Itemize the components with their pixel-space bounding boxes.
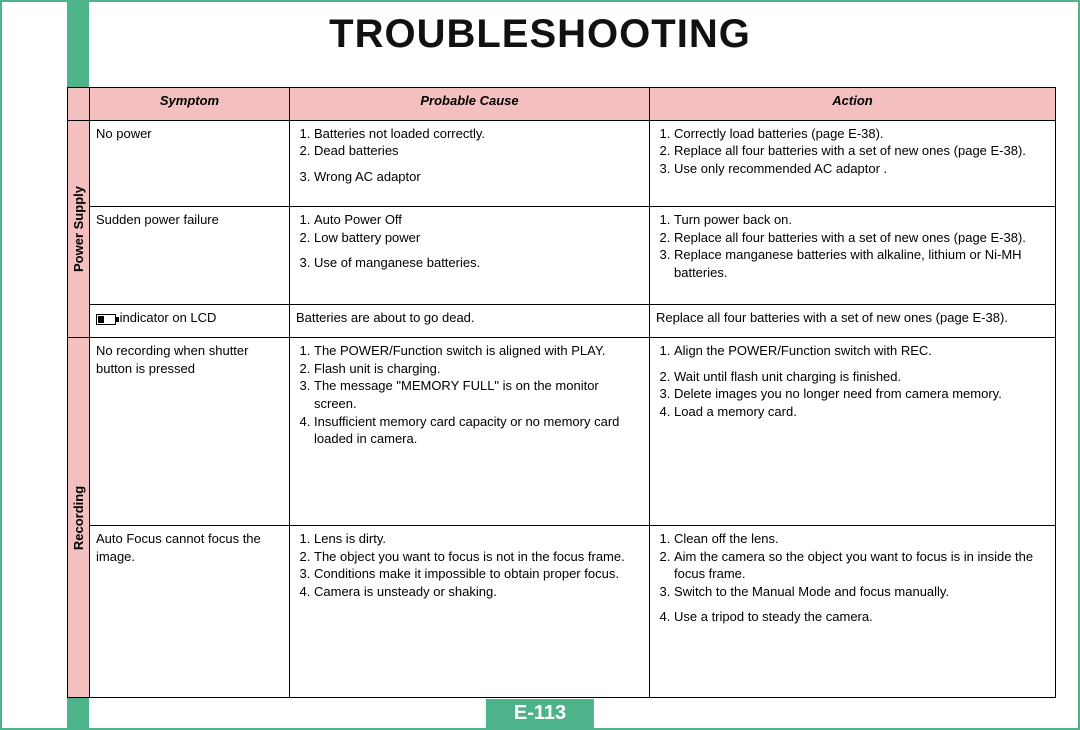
cause-item: Insufficient memory card capacity or no … xyxy=(314,413,643,448)
troubleshooting-table: Symptom Probable Cause Action Power Supp… xyxy=(67,87,1056,698)
symptom-cell: No recording when shutter button is pres… xyxy=(90,338,290,526)
cause-cell: The POWER/Function switch is aligned wit… xyxy=(290,338,650,526)
action-item: Use a tripod to steady the camera. xyxy=(674,608,1049,626)
category-cell-power-supply: Power Supply xyxy=(68,120,90,337)
action-item: Switch to the Manual Mode and focus manu… xyxy=(674,583,1049,601)
action-item: Wait until flash unit charging is finish… xyxy=(674,368,1049,386)
header-cause: Probable Cause xyxy=(290,88,650,121)
action-cell: Turn power back on. Replace all four bat… xyxy=(650,207,1056,305)
cause-item: Low battery power xyxy=(314,229,643,247)
content-area: Symptom Probable Cause Action Power Supp… xyxy=(67,87,1056,698)
cause-item: Camera is unsteady or shaking. xyxy=(314,583,643,601)
header-category-blank xyxy=(68,88,90,121)
symptom-cell: Sudden power failure xyxy=(90,207,290,305)
header-action: Action xyxy=(650,88,1056,121)
category-label: Recording xyxy=(70,486,88,550)
action-item: Turn power back on. xyxy=(674,211,1049,229)
action-item: Correctly load batteries (page E-38). xyxy=(674,125,1049,143)
page-number: E-113 xyxy=(486,699,594,728)
cause-cell: Auto Power Off Low battery power Use of … xyxy=(290,207,650,305)
cause-item: Lens is dirty. xyxy=(314,530,643,548)
symptom-cell: indicator on LCD xyxy=(90,305,290,338)
action-item: Replace all four batteries with a set of… xyxy=(674,142,1049,160)
cause-item: Conditions make it impossible to obtain … xyxy=(314,565,643,583)
cause-item: Wrong AC adaptor xyxy=(314,168,643,186)
cause-item: Auto Power Off xyxy=(314,211,643,229)
action-item: Delete images you no longer need from ca… xyxy=(674,385,1049,403)
table-row: Power Supply No power Batteries not load… xyxy=(68,120,1056,206)
action-item: Load a memory card. xyxy=(674,403,1049,421)
cause-item: The object you want to focus is not in t… xyxy=(314,548,643,566)
table-row: Sudden power failure Auto Power Off Low … xyxy=(68,207,1056,305)
table-row: indicator on LCD Batteries are about to … xyxy=(68,305,1056,338)
action-cell: Correctly load batteries (page E-38). Re… xyxy=(650,120,1056,206)
cause-item: Dead batteries xyxy=(314,142,643,160)
action-item: Replace manganese batteries with alkalin… xyxy=(674,246,1049,281)
cause-cell: Lens is dirty. The object you want to fo… xyxy=(290,525,650,697)
cause-item: Batteries not loaded correctly. xyxy=(314,125,643,143)
action-cell: Clean off the lens. Aim the camera so th… xyxy=(650,525,1056,697)
header-symptom: Symptom xyxy=(90,88,290,121)
symptom-cell: No power xyxy=(90,120,290,206)
cause-item: Flash unit is charging. xyxy=(314,360,643,378)
table-row: Recording No recording when shutter butt… xyxy=(68,338,1056,526)
cause-item: The message "MEMORY FULL" is on the moni… xyxy=(314,377,643,412)
cause-cell: Batteries not loaded correctly. Dead bat… xyxy=(290,120,650,206)
cause-item: The POWER/Function switch is aligned wit… xyxy=(314,342,643,360)
action-item: Align the POWER/Function switch with REC… xyxy=(674,342,1049,360)
cause-item: Use of manganese batteries. xyxy=(314,254,643,272)
symptom-text: indicator on LCD xyxy=(116,310,216,325)
symptom-cell: Auto Focus cannot focus the image. xyxy=(90,525,290,697)
action-item: Use only recommended AC adaptor . xyxy=(674,160,1049,178)
table-row: Auto Focus cannot focus the image. Lens … xyxy=(68,525,1056,697)
action-item: Replace all four batteries with a set of… xyxy=(674,229,1049,247)
action-cell: Replace all four batteries with a set of… xyxy=(650,305,1056,338)
category-label: Power Supply xyxy=(70,186,88,272)
action-cell: Align the POWER/Function switch with REC… xyxy=(650,338,1056,526)
category-cell-recording: Recording xyxy=(68,338,90,698)
page-title: TROUBLESHOOTING xyxy=(2,12,1078,57)
table-header-row: Symptom Probable Cause Action xyxy=(68,88,1056,121)
action-item: Aim the camera so the object you want to… xyxy=(674,548,1049,583)
battery-low-icon xyxy=(96,314,116,325)
cause-cell: Batteries are about to go dead. xyxy=(290,305,650,338)
action-item: Clean off the lens. xyxy=(674,530,1049,548)
page-frame: TROUBLESHOOTING Symptom Probable Cause A… xyxy=(0,0,1080,730)
